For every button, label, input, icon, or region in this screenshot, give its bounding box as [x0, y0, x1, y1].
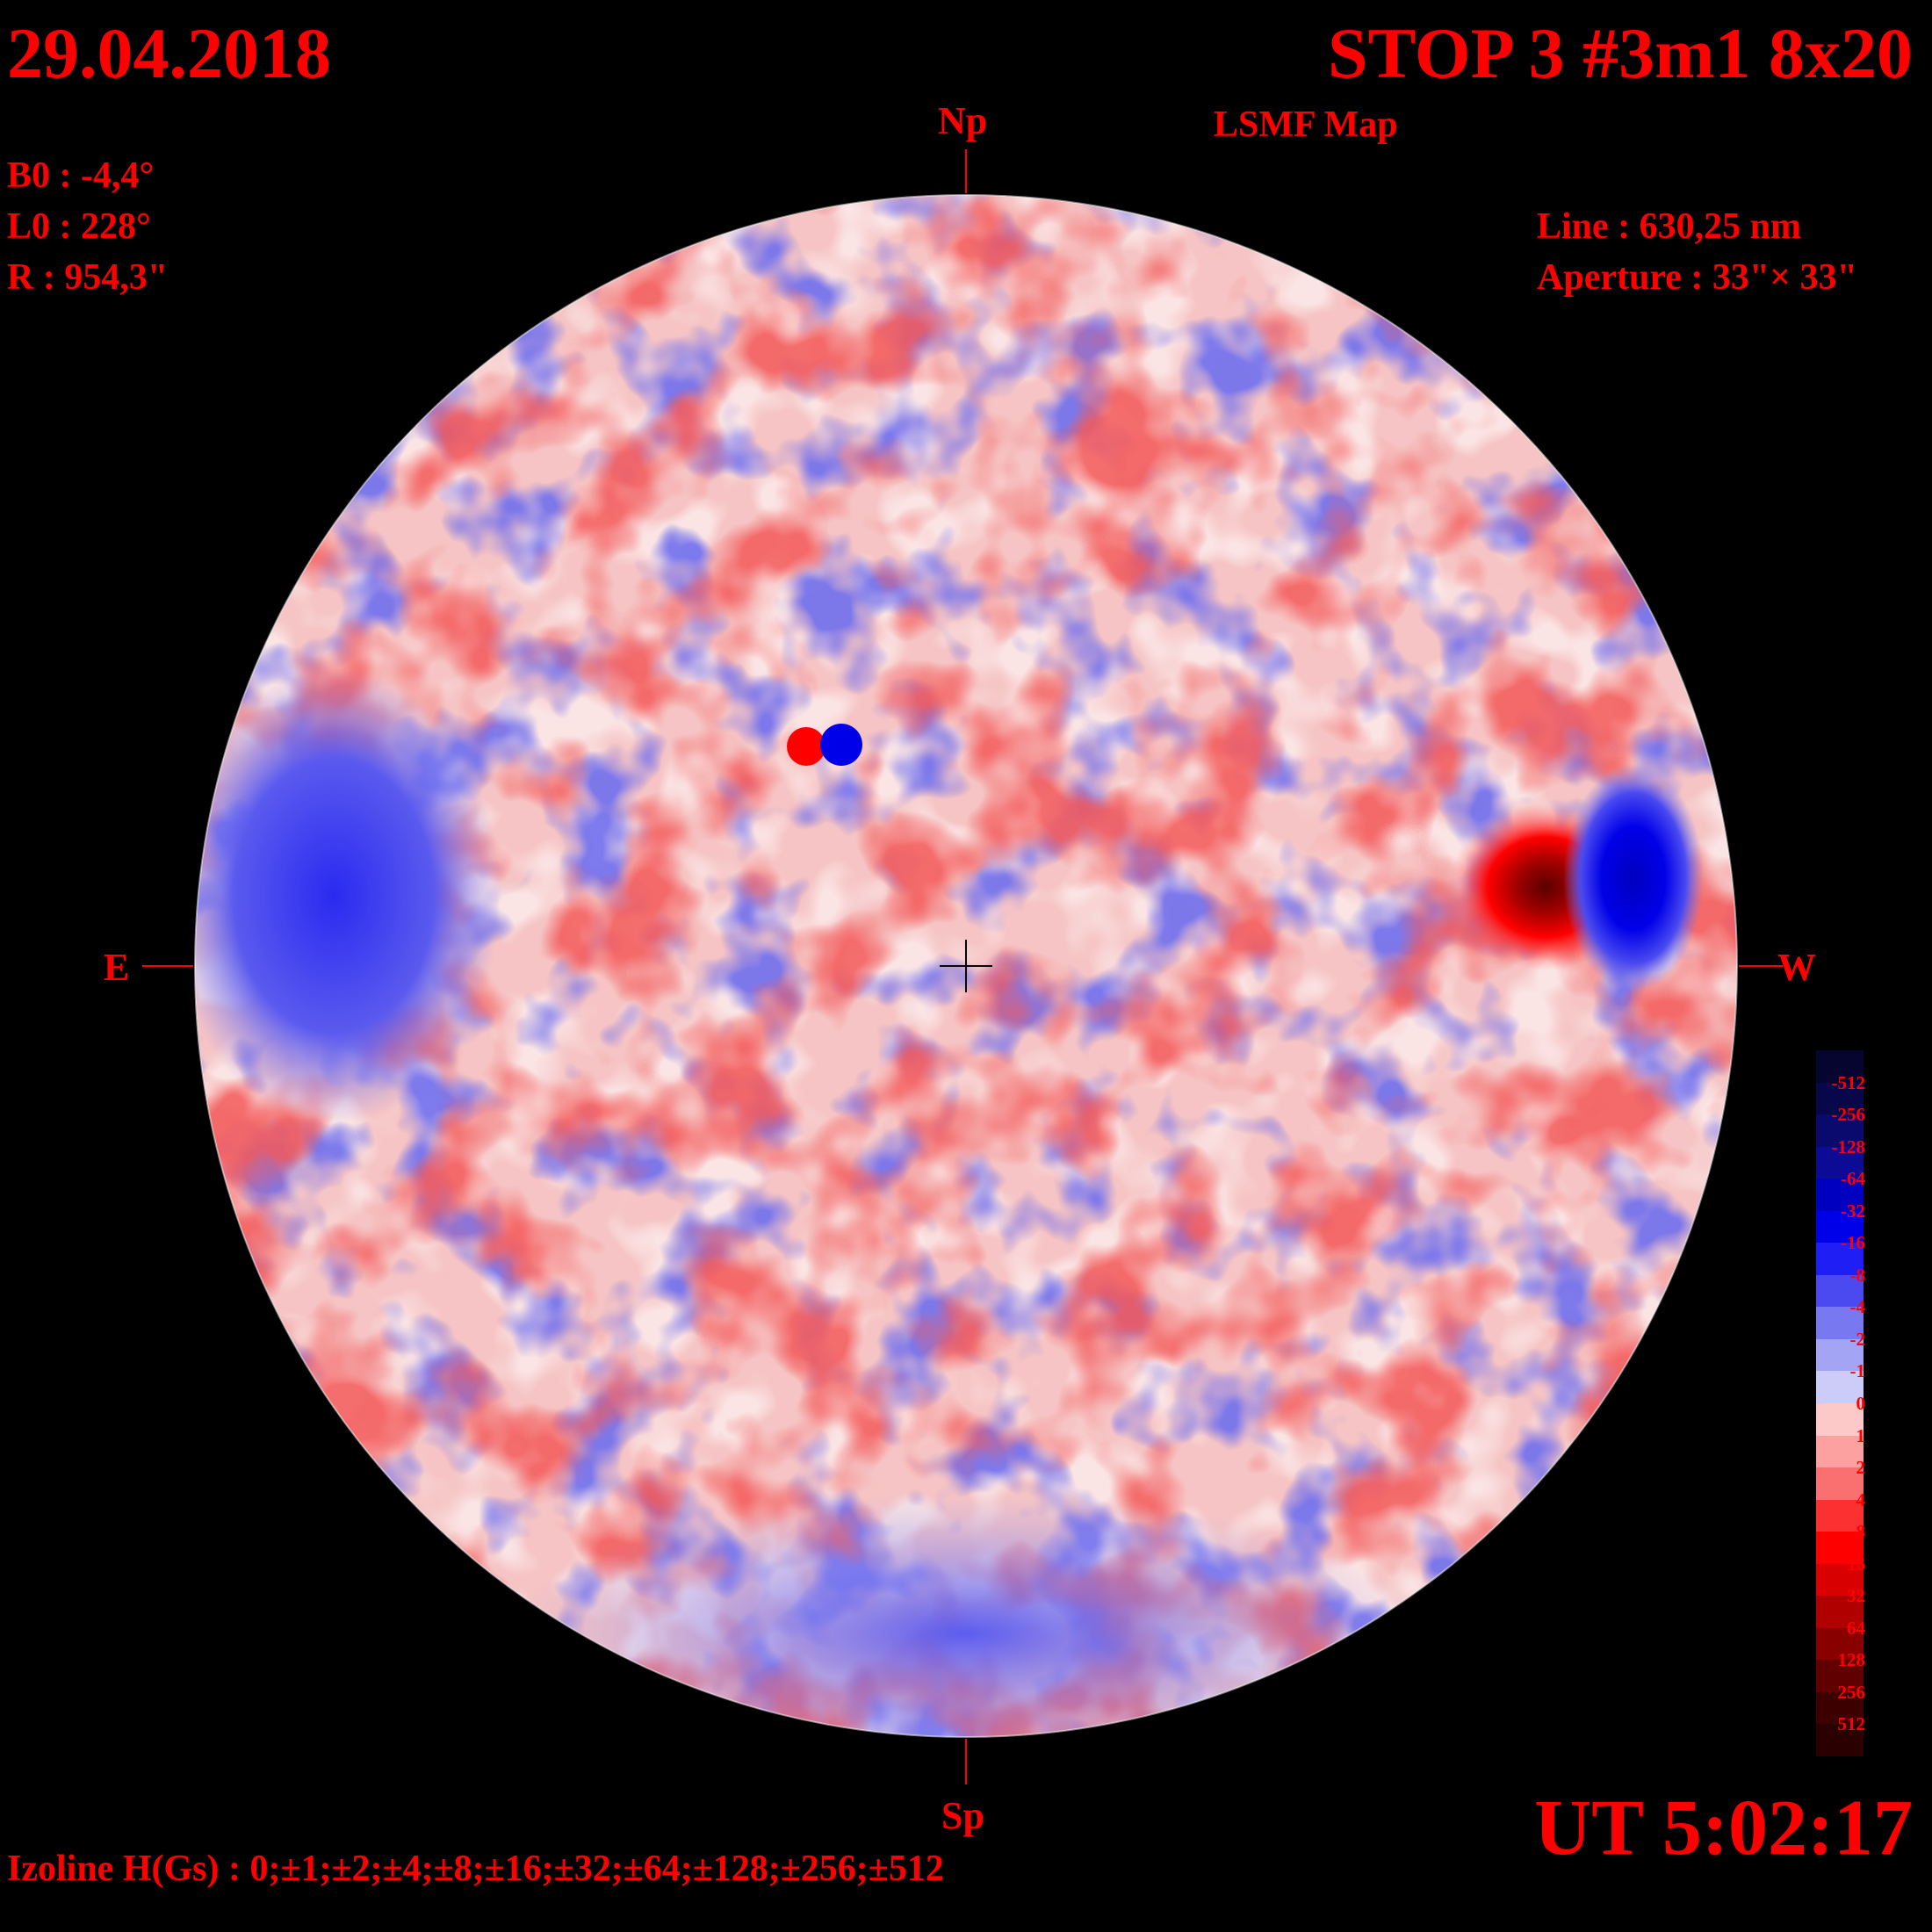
colorbar-label: 32 [1847, 1585, 1865, 1607]
south-negative-region [509, 1493, 1423, 1737]
l0-param: L0 : 228° [7, 206, 151, 247]
colorbar-swatch [1816, 1274, 1864, 1308]
colorbar-label: 256 [1837, 1681, 1866, 1703]
colorbar-label: -512 [1831, 1071, 1866, 1093]
colorbar-label: 512 [1837, 1713, 1866, 1735]
colorbar-swatch [1816, 1243, 1864, 1276]
south-pole-label: Sp [941, 1794, 984, 1837]
colorbar-label: -256 [1831, 1104, 1866, 1126]
east-label: E [104, 946, 130, 989]
colorbar-swatch [1816, 1627, 1864, 1661]
colorbar-label: 0 [1856, 1393, 1866, 1414]
colorbar-swatch [1816, 1114, 1864, 1148]
spectral-line: Line : 630,25 nm [1537, 206, 1802, 247]
ut-time: UT 5:02:17 [1534, 1784, 1913, 1871]
colorbar-label: -1 [1849, 1360, 1866, 1382]
colorbar-swatch [1816, 1050, 1864, 1084]
colorbar-label: 64 [1847, 1617, 1865, 1639]
west-label: W [1777, 946, 1816, 989]
colorbar-label: -2 [1849, 1328, 1866, 1350]
colorbar-label: 2 [1856, 1457, 1866, 1479]
colorbar-label: -128 [1831, 1135, 1866, 1157]
colorbar-label: 1 [1856, 1424, 1866, 1446]
colorbar-label: 8 [1856, 1521, 1866, 1543]
colorbar-swatch [1816, 1338, 1864, 1372]
radius-param: R : 954,3" [7, 257, 169, 298]
center-crosshair [940, 940, 992, 992]
small-positive-spot [787, 727, 825, 766]
colorbar-swatch [1816, 1146, 1864, 1179]
colorbar-swatch [1816, 1724, 1864, 1757]
izoline-legend: Izoline H(Gs) : 0;±1;±2;±4;±8;±16;±32;±6… [7, 1849, 944, 1889]
date-label: 29.04.2018 [7, 13, 331, 93]
colorbar-swatch [1816, 1403, 1864, 1437]
b0-param: B0 : -4,4° [7, 155, 155, 196]
colorbar-label: -4 [1849, 1296, 1866, 1318]
colorbar-label: -32 [1841, 1200, 1865, 1222]
observation-title: STOP 3 #3m1 8x20 [1328, 13, 1913, 93]
colorbar-swatch [1816, 1660, 1864, 1693]
east-negative-region [195, 667, 501, 1124]
colorbar-swatch [1816, 1691, 1864, 1725]
axis-ticks [142, 149, 1783, 1784]
colorbar-swatch [1816, 1596, 1864, 1629]
colorbar-label: -16 [1841, 1232, 1865, 1254]
colorbar-label: -8 [1849, 1264, 1866, 1286]
sunspot-negative [1563, 764, 1704, 992]
aperture-info: Aperture : 33"× 33" [1537, 257, 1857, 298]
map-subtitle: LSMF Map [1214, 105, 1398, 145]
colorbar-label: 128 [1837, 1649, 1866, 1671]
colorbar-label: -64 [1841, 1168, 1865, 1190]
colorbar-swatch [1816, 1371, 1864, 1404]
small-negative-spot [820, 724, 862, 766]
colorbar-swatch [1816, 1563, 1864, 1597]
colorbar-swatch [1816, 1307, 1864, 1340]
colorbar-swatch [1816, 1210, 1864, 1244]
solar-disk [195, 195, 1737, 1737]
north-pole-label: Np [938, 99, 988, 142]
colorbar-swatch [1816, 1082, 1864, 1115]
colorbar-swatch [1816, 1467, 1864, 1501]
colorbar-label: 16 [1847, 1553, 1865, 1575]
colorbar-swatch [1816, 1532, 1864, 1565]
colorbar-label: 4 [1856, 1489, 1866, 1510]
colorbar-swatch [1816, 1435, 1864, 1468]
colorbar-swatch [1816, 1499, 1864, 1532]
field-colorbar: -512 -256 -128 -64 -32 -16 -8 -4 -2 -1 0 1 2 4 8 16 32 64… [1816, 1050, 1871, 1757]
colorbar-swatch [1816, 1179, 1864, 1212]
